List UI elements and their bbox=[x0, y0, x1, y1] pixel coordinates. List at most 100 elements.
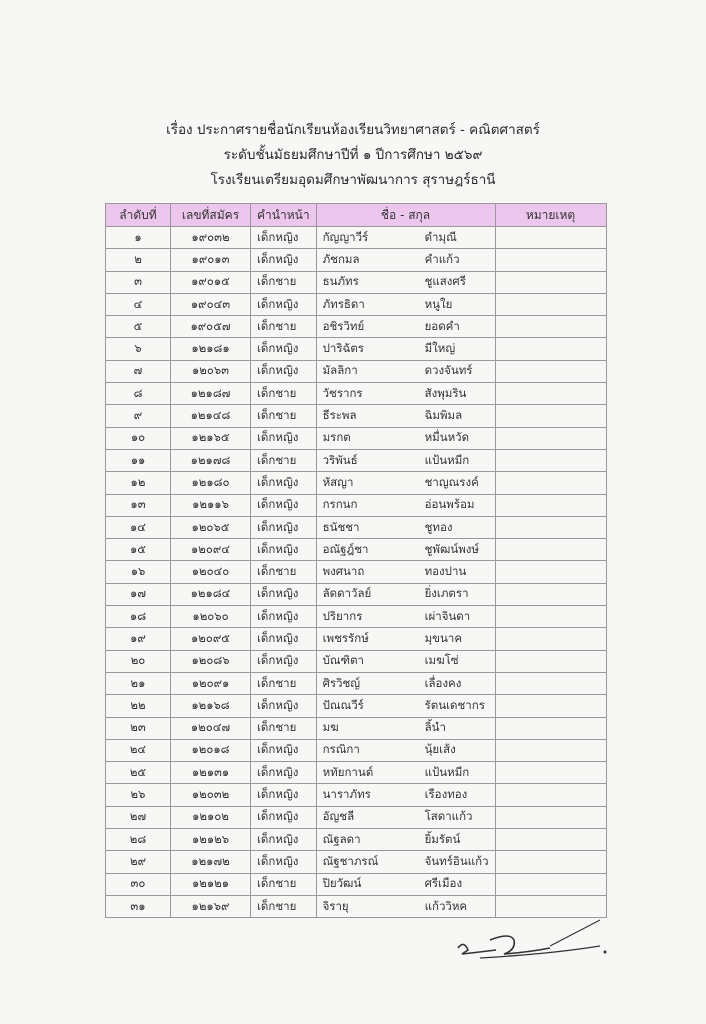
remark-cell bbox=[494, 872, 607, 896]
table-row: ๗๑๒๐๖๓ เด็กหญิง มัลลิกา ดวงจันทร์ bbox=[105, 359, 607, 384]
table-row: ๙๑๒๑๔๘ เด็กชาย ธีระพล ฉิมพิมล bbox=[105, 404, 607, 428]
last-name: มีใหญ่ bbox=[424, 341, 456, 356]
first-name: จิรายุ bbox=[322, 898, 349, 913]
column-header-order: ลำดับที่ bbox=[105, 203, 171, 227]
first-name: ภัชกมล bbox=[322, 251, 360, 266]
first-name: มัลลิกา bbox=[322, 363, 358, 378]
remark-cell bbox=[494, 828, 607, 852]
name-cell: ณัฐชาภรณ์ จันทร์อินแก้ว bbox=[315, 850, 496, 874]
table-row: ๒๑ ๑๒๐๙๑ เด็กชาย ศิรวิชญ์ เลื่องคง bbox=[105, 671, 607, 696]
name-cell: ศิรวิชญ์ เลื่องคง bbox=[315, 671, 496, 696]
table-row: ๒๐ ๑๒๐๘๖ เด็กหญิง บัณฑิตา เมฆโซ่ bbox=[105, 649, 607, 673]
last-name: เผ่าจินดา bbox=[424, 608, 471, 623]
order-cell: ๑๑ bbox=[105, 448, 171, 473]
name-cell: อชิรวิทย์ ยอดคำ bbox=[315, 315, 496, 339]
last-name: หมื่นหวัด bbox=[424, 430, 470, 445]
name-cell: จิรายุ แก้ววิหค bbox=[315, 894, 496, 919]
name-cell: หัสญา ชาญณรงค์ bbox=[315, 471, 496, 495]
order-cell: ๗ bbox=[105, 359, 171, 384]
first-name: ณัฐลดา bbox=[322, 831, 361, 846]
order-cell: ๑๙ bbox=[105, 627, 171, 651]
last-name: ดำมุณี bbox=[424, 229, 457, 244]
table-row: ๑๔ ๑๒๐๖๕ เด็กหญิง ธนัชชา ชูทอง bbox=[105, 515, 607, 540]
first-name: ปาริฉัตร bbox=[322, 341, 364, 356]
order-cell: ๑๔ bbox=[105, 515, 171, 540]
first-name: กัญญาวีร์ bbox=[322, 229, 369, 244]
application-no-cell: ๑๒๐๙๕ bbox=[170, 627, 251, 651]
remark-cell bbox=[494, 694, 607, 718]
order-cell: ๓๐ bbox=[105, 872, 171, 896]
first-name: หทัยกานต์ bbox=[322, 764, 374, 779]
name-cell: ธนัชชา ชูทอง bbox=[315, 515, 496, 540]
order-cell: ๑๗ bbox=[105, 582, 171, 607]
table-row: ๒๙ ๑๒๑๗๒ เด็กหญิง ณัฐชาภรณ์ จันทร์อินแก้ว bbox=[105, 850, 607, 874]
last-name: ยอดคำ bbox=[424, 318, 460, 333]
prefix-cell: เด็กหญิง bbox=[250, 538, 317, 562]
last-name: ดวงจันทร์ bbox=[424, 363, 473, 378]
application-no-cell: ๑๒๑๗๘ bbox=[170, 448, 251, 473]
prefix-cell: เด็กชาย bbox=[250, 382, 317, 406]
column-header-remark: หมายเหตุ bbox=[494, 203, 607, 227]
first-name: มฆ bbox=[322, 720, 339, 735]
table-row: ๑๕ ๑๒๐๙๔ เด็กหญิง อณัฐฎ์ชา ชูพัฒน์พงษ์ bbox=[105, 538, 607, 562]
table-row: ๘๑๒๑๘๗ เด็กชาย วัชรากร สังพุมริน bbox=[105, 382, 607, 406]
prefix-cell: เด็กชาย bbox=[250, 671, 317, 696]
last-name: ยิ่งเภตรา bbox=[424, 586, 469, 601]
remark-cell bbox=[494, 582, 607, 607]
remark-cell bbox=[494, 471, 607, 495]
remark-cell bbox=[494, 783, 607, 807]
application-no-cell: ๑๒๑๖๘ bbox=[170, 694, 251, 718]
table-row: ๑๙ ๑๒๐๙๕ เด็กหญิง เพชรรักษ์ มุขนาค bbox=[105, 627, 607, 651]
last-name: แป้นหมีก bbox=[424, 764, 470, 779]
prefix-cell: เด็กหญิง bbox=[250, 493, 317, 517]
table-row: ๑๖ ๑๒๐๔๐ เด็กชาย พงศนาถ ทองปาน bbox=[105, 560, 607, 584]
remark-cell bbox=[494, 493, 607, 517]
table-row: ๒๗ ๑๒๑๐๒ เด็กหญิง อัญชลี โสดาแก้ว bbox=[105, 805, 607, 830]
remark-cell bbox=[494, 515, 607, 540]
remark-cell bbox=[494, 671, 607, 696]
first-name: ธนภัทร bbox=[322, 274, 359, 289]
last-name: ยิ้มรัตน์ bbox=[424, 831, 461, 846]
first-name: ลัดดาวัลย์ bbox=[322, 586, 372, 601]
application-no-cell: ๑๙๐๓๒ bbox=[170, 225, 251, 250]
table-row: ๑๐ ๑๒๑๖๕ เด็กหญิง มรกต หมื่นหวัด bbox=[105, 426, 607, 450]
last-name: ลิ้นำ bbox=[424, 720, 446, 735]
remark-cell bbox=[494, 404, 607, 428]
remark-cell bbox=[494, 805, 607, 830]
last-name: ฉิมพิมล bbox=[424, 408, 463, 423]
name-cell: บัณฑิตา เมฆโซ่ bbox=[315, 649, 496, 673]
order-cell: ๒๘ bbox=[105, 828, 171, 852]
table-row: ๒๑๙๐๑๓ เด็กหญิง ภัชกมล คำแก้ว bbox=[105, 248, 607, 272]
remark-cell bbox=[494, 738, 607, 763]
remark-cell bbox=[494, 225, 607, 250]
prefix-cell: เด็กหญิง bbox=[250, 805, 317, 830]
order-cell: ๒๖ bbox=[105, 783, 171, 807]
application-no-cell: ๑๒๑๐๒ bbox=[170, 805, 251, 830]
application-no-cell: ๑๙๐๔๓ bbox=[170, 292, 251, 317]
prefix-cell: เด็กหญิง bbox=[250, 850, 317, 874]
order-cell: ๕ bbox=[105, 315, 171, 339]
order-cell: ๑ bbox=[105, 225, 171, 250]
application-no-cell: ๑๒๐๔๐ bbox=[170, 560, 251, 584]
table-row: ๑๗ ๑๒๑๘๔ เด็กหญิง ลัดดาวัลย์ ยิ่งเภตรา bbox=[105, 582, 607, 607]
last-name: แป้นหมีก bbox=[424, 452, 470, 467]
order-cell: ๑๒ bbox=[105, 471, 171, 495]
table-row: ๒๕ ๑๒๑๓๑ เด็กหญิง หทัยกานต์ แป้นหมีก bbox=[105, 761, 607, 785]
first-name: ปัณณวีร์ bbox=[322, 697, 364, 712]
name-cell: กรณิกา นุ้ยเส้ง bbox=[315, 738, 496, 763]
remark-cell bbox=[494, 716, 607, 740]
name-cell: กรกนก อ่อนพร้อม bbox=[315, 493, 496, 517]
last-name: ชูทอง bbox=[424, 519, 453, 534]
first-name: บัณฑิตา bbox=[322, 653, 365, 668]
application-no-cell: ๑๙๐๕๗ bbox=[170, 315, 251, 339]
remark-cell bbox=[494, 761, 607, 785]
prefix-cell: เด็กหญิง bbox=[250, 471, 317, 495]
application-no-cell: ๑๒๑๘๑ bbox=[170, 337, 251, 361]
name-cell: วัชรากร สังพุมริน bbox=[315, 382, 496, 406]
last-name: ชาญณรงค์ bbox=[424, 474, 479, 489]
name-cell: ณัฐลดา ยิ้มรัตน์ bbox=[315, 828, 496, 852]
prefix-cell: เด็กหญิง bbox=[250, 694, 317, 718]
remark-cell bbox=[494, 315, 607, 339]
table-row: ๑๑๙๐๓๒ เด็กหญิง กัญญาวีร์ ดำมุณี bbox=[105, 225, 607, 250]
remark-cell bbox=[494, 292, 607, 317]
